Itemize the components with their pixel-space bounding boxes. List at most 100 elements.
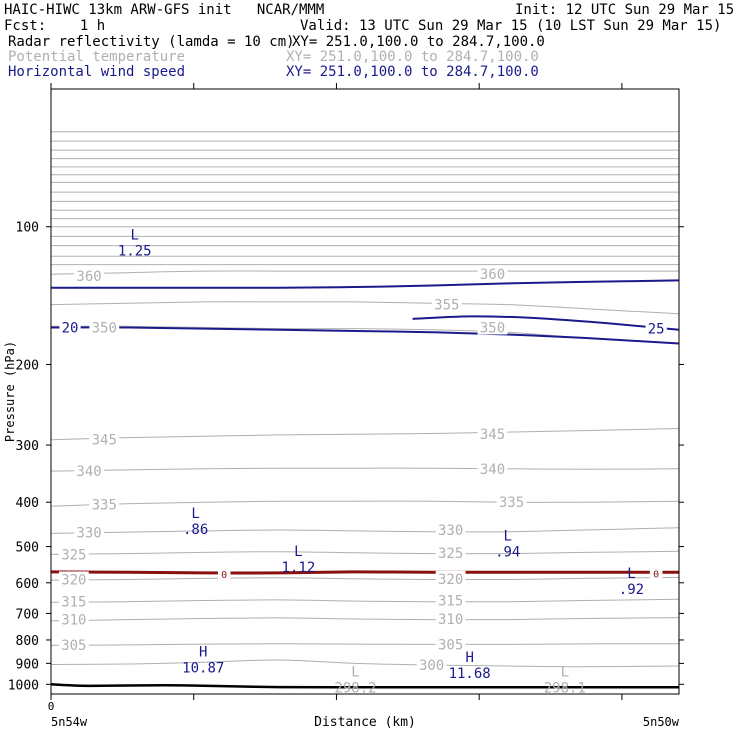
theta-label-bg [477, 266, 508, 282]
theta-label-bg [58, 571, 89, 587]
theta-line-330 [51, 527, 679, 534]
theta-label: 300 [419, 658, 444, 674]
field-xy-wind: XY= 251.0,100.0 to 284.7,100.0 [286, 64, 539, 80]
extremum-mark: L [351, 664, 359, 680]
model-title: HAIC-HIWC 13km ARW-GFS init NCAR/MMM [4, 2, 325, 18]
field-label-reflectivity: Radar reflectivity (lamda = 10 cm) [8, 34, 295, 50]
wind-label: 25 [648, 322, 665, 338]
theta-label-bg [74, 267, 104, 283]
extremum-mark: H [465, 650, 473, 666]
theta-line-310 [51, 617, 679, 622]
theta-line-360 [51, 270, 679, 275]
theta-label: 310 [61, 613, 86, 629]
extremum-value: 10.87 [182, 661, 224, 677]
wind-contours [51, 279, 679, 345]
extremum-value: 1.12 [282, 560, 316, 576]
theta-label: 320 [438, 572, 463, 588]
x-axis: 0 Distance (km) 5n54w 5n50w [48, 83, 680, 730]
theta-label: 330 [76, 526, 101, 542]
extremum-value: 298.2 [334, 680, 376, 696]
field-label-wind: Horizontal wind speed [8, 64, 186, 80]
theta-line-340 [51, 467, 679, 472]
reflectivity-label-bg [217, 564, 231, 580]
field-xy-theta: XY= 251.0,100.0 to 284.7,100.0 [286, 49, 539, 65]
theta-contours [51, 270, 679, 668]
extremum-value: .86 [183, 522, 208, 538]
extremum-mark: L [561, 664, 569, 680]
y-tick-label: 100 [16, 221, 39, 236]
y-tick-label: 600 [16, 577, 39, 592]
theta-label-bg [477, 426, 508, 442]
reflectivity-line-0 [51, 570, 679, 575]
y-axis: 1002003004005006007008009001000Pressure … [3, 221, 684, 693]
y-tick-label: 200 [16, 358, 39, 373]
y-tick-label: 300 [16, 439, 39, 454]
extremum-mark: L [191, 506, 199, 522]
y-tick-label: 1000 [8, 678, 39, 693]
theta-line-305 [51, 643, 679, 646]
x-end-label-left: 5n54w [51, 715, 88, 729]
field-xy-reflectivity: XY= 251.0,100.0 to 284.7,100.0 [292, 34, 545, 50]
x-axis-label: Distance (km) [314, 715, 416, 730]
x-end-label-right: 5n50w [643, 715, 680, 729]
theta-label-bg [58, 593, 89, 609]
extremum-value: 1.25 [118, 243, 152, 259]
theta-label-bg [435, 570, 466, 586]
theta-label-bg [58, 546, 89, 562]
theta-label-bg [416, 657, 447, 673]
theta-label-bg [435, 544, 466, 560]
plot-area [51, 131, 679, 689]
reflectivity-label-bg [649, 564, 663, 580]
theta-label: 360 [480, 267, 505, 283]
y-tick-label: 800 [16, 634, 39, 649]
reflectivity-contours [51, 570, 679, 575]
theta-label-bg [477, 460, 508, 476]
theta-label-bg [58, 636, 89, 652]
extremum-mark: L [131, 227, 139, 243]
theta-label: 335 [499, 495, 524, 511]
forecast-hour: Fcst: 1 h [4, 18, 106, 34]
wind-label-bg [645, 320, 667, 336]
y-tick-label: 900 [16, 657, 39, 672]
field-label-theta: Potential temperature [8, 49, 186, 65]
extremum-value: .92 [619, 582, 644, 598]
y-tick-label: 500 [16, 541, 39, 556]
theta-line-345 [51, 428, 679, 441]
wind-line-20-2 [51, 279, 679, 289]
theta-label-bg [496, 494, 527, 510]
theta-label: 320 [61, 572, 86, 588]
extremum-value: 11.68 [449, 666, 491, 682]
theta-line-300 [51, 659, 679, 668]
theta-line-315 [51, 598, 679, 603]
contour-labels: 360 360 355 350 350 345 345 340 340 335 335 330 330 3… [58, 266, 667, 674]
y-tick-label: 400 [16, 496, 39, 511]
theta-line-320 [51, 576, 679, 581]
valid-time: Valid: 13 UTC Sun 29 Mar 15 (10 LST Sun … [300, 18, 722, 34]
init-time: Init: 12 UTC Sun 29 Mar 15 [515, 2, 735, 18]
terrain-line [51, 683, 679, 689]
theta-label: 350 [92, 320, 117, 336]
theta-line-325 [51, 550, 679, 555]
theta-label: 325 [61, 547, 86, 563]
theta-label-bg [89, 496, 120, 512]
theta-label: 325 [438, 546, 463, 562]
theta-label-bg [431, 296, 462, 312]
reflectivity-label: 0 [653, 569, 659, 580]
theta-label-bg [435, 521, 466, 537]
theta-label-bg [435, 592, 466, 608]
theta-label: 315 [61, 595, 86, 611]
wind-line-25-1 [412, 315, 679, 331]
extremum-mark: L [627, 566, 635, 582]
theta-label: 330 [438, 523, 463, 539]
plot-frame [50, 88, 680, 695]
theta-label: 345 [92, 433, 117, 449]
theta-line-355 [51, 301, 679, 315]
theta-line-335 [51, 500, 679, 507]
theta-line-350 [51, 325, 679, 344]
theta-label-bg [435, 611, 466, 627]
theta-label: 305 [438, 637, 463, 653]
extremum-value: .94 [495, 544, 520, 560]
reflectivity-label: 0 [221, 570, 227, 581]
theta-label-bg [89, 431, 120, 447]
